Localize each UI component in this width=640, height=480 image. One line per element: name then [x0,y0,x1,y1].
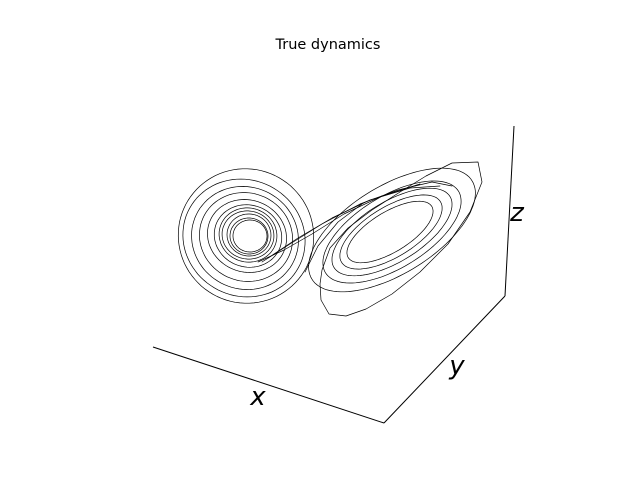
trajectory-left-loop [199,192,293,282]
trajectory-group [177,161,483,317]
axes-3d: x y z [152,125,525,424]
trajectory-left-loop [229,217,269,255]
trajectory-right-loop [339,194,443,270]
trajectory-transition [261,181,453,263]
trajectory-outer-sweep [319,161,483,317]
trajectory-left-loop [218,207,278,263]
trajectory-left-loop [207,199,287,273]
trajectory-transition [267,185,441,259]
x-axis-line [152,346,385,424]
trajectory-transition [304,203,363,273]
trajectory-left-loop [226,213,272,257]
trajectory-left-loop [182,178,306,298]
trajectory-transition [257,183,421,263]
trajectory-left-loop [177,168,315,304]
trajectory-left-loop [191,186,299,290]
trajectory-right-loop [331,187,453,277]
trajectory-left-loop [232,219,268,253]
trajectory-left-loop [221,210,275,260]
z-axis-label: z [509,198,525,228]
z-axis-line [504,125,515,297]
chart-title: True dynamics [275,37,381,53]
trajectory-right-loop [322,180,462,284]
y-axis-line [383,295,506,424]
y-axis-label: y [448,351,465,381]
trajectory-right-loop [346,200,434,264]
x-axis-label: x [249,382,266,412]
trajectory-left-loop [213,204,283,268]
